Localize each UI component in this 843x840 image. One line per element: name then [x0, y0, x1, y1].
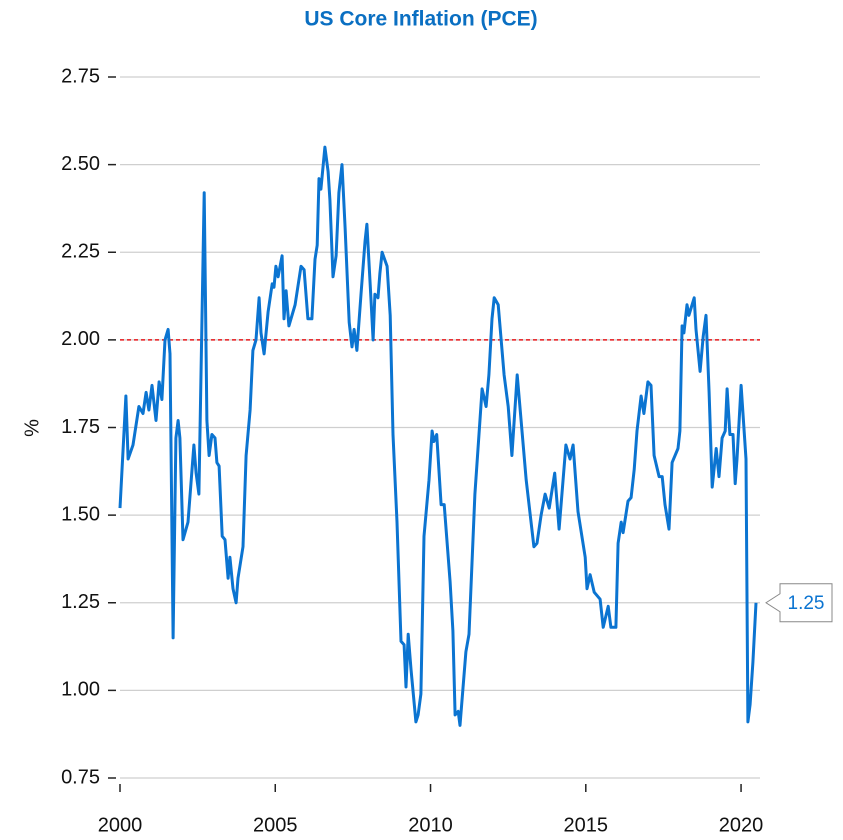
chart-title: US Core Inflation (PCE)	[304, 8, 537, 31]
x-tick-label: 2005	[253, 814, 298, 836]
x-tick-label: 2015	[564, 814, 609, 836]
y-tick-label: 1.00	[61, 679, 100, 701]
y-axis-label: %	[21, 419, 43, 437]
y-tick-label: 2.75	[61, 65, 100, 87]
y-tick-label: 1.75	[61, 416, 100, 438]
y-tick-label: 1.25	[61, 591, 100, 613]
y-tick-label: 2.25	[61, 241, 100, 263]
y-tick-label: 2.00	[61, 328, 100, 350]
y-tick-label: 2.50	[61, 153, 100, 175]
y-tick-label: 1.50	[61, 503, 100, 525]
line-series	[118, 145, 758, 727]
x-tick-label: 2020	[719, 814, 764, 836]
value-callout	[765, 583, 833, 623]
x-tick-label: 2000	[98, 814, 143, 836]
y-tick-label: 0.75	[61, 766, 100, 788]
value-label: 1.25	[788, 593, 825, 614]
x-tick-label: 2010	[408, 814, 453, 836]
